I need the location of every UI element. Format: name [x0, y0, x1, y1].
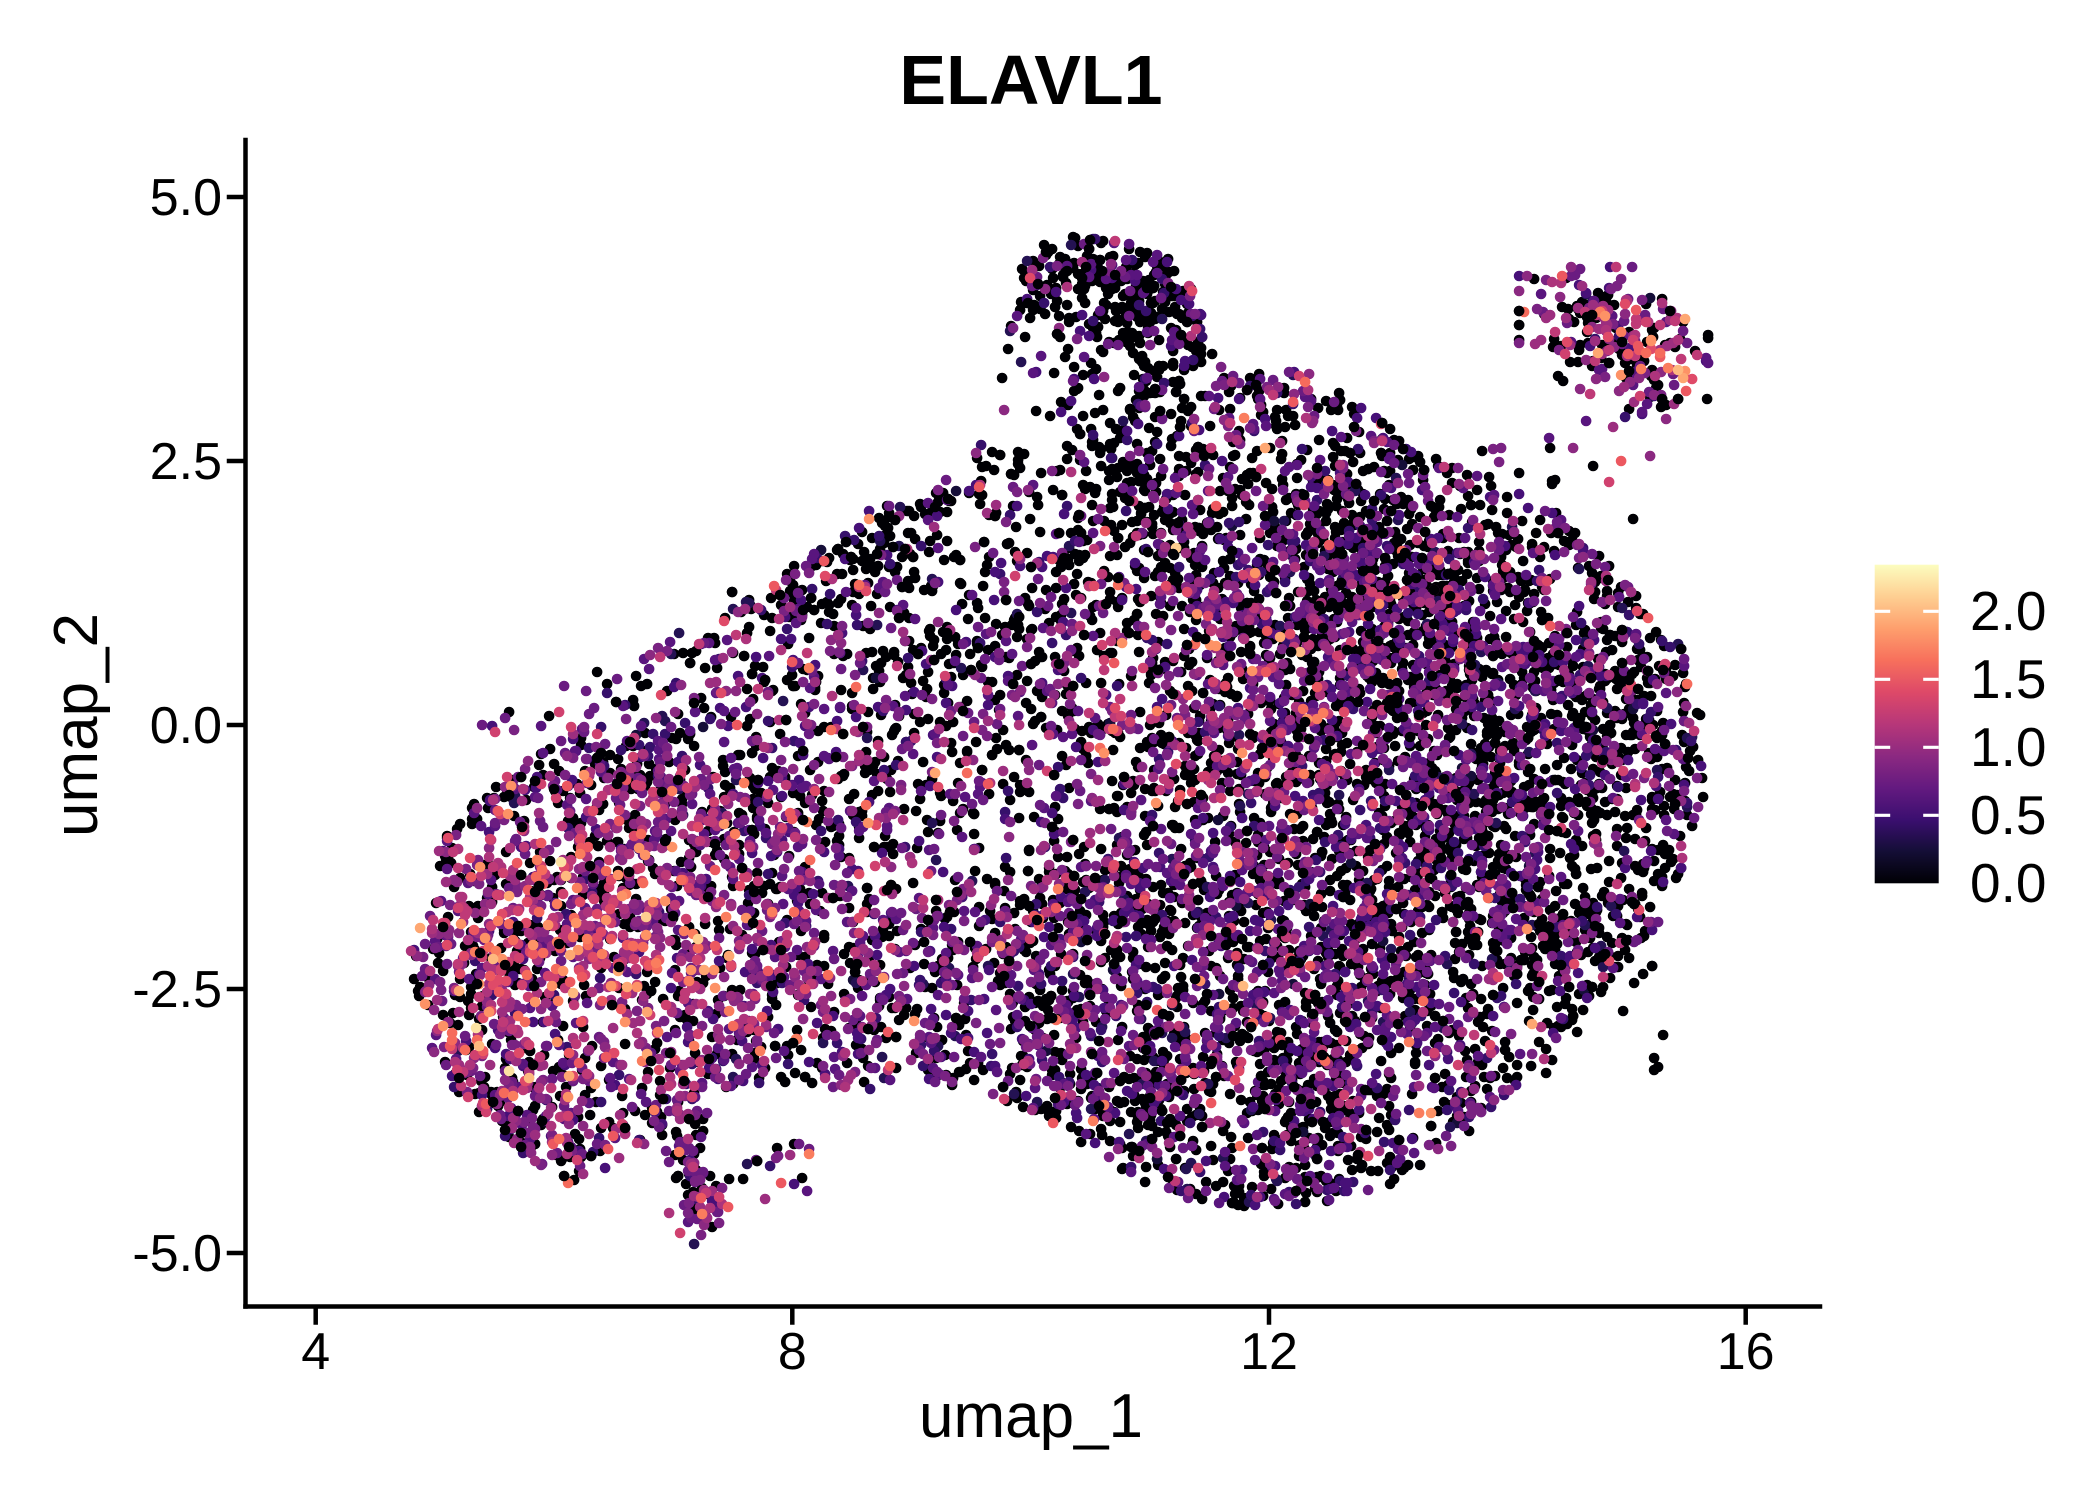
svg-text:umap_2: umap_2 [42, 613, 111, 837]
svg-text:16: 16 [1717, 1323, 1775, 1381]
svg-text:0.0: 0.0 [1970, 852, 2046, 914]
svg-text:12: 12 [1240, 1323, 1298, 1381]
svg-text:1.0: 1.0 [1970, 716, 2046, 778]
svg-text:2.5: 2.5 [150, 433, 222, 491]
svg-text:0.5: 0.5 [1970, 784, 2046, 846]
svg-text:5.0: 5.0 [150, 169, 222, 227]
svg-text:4: 4 [301, 1323, 330, 1381]
svg-text:-2.5: -2.5 [132, 961, 222, 1019]
svg-text:0.0: 0.0 [150, 697, 222, 755]
svg-text:-5.0: -5.0 [132, 1225, 222, 1283]
svg-text:8: 8 [778, 1323, 807, 1381]
svg-text:umap_1: umap_1 [919, 1382, 1143, 1451]
svg-text:2.0: 2.0 [1970, 580, 2046, 642]
svg-text:ELAVL1: ELAVL1 [899, 41, 1162, 119]
svg-text:1.5: 1.5 [1970, 648, 2046, 710]
